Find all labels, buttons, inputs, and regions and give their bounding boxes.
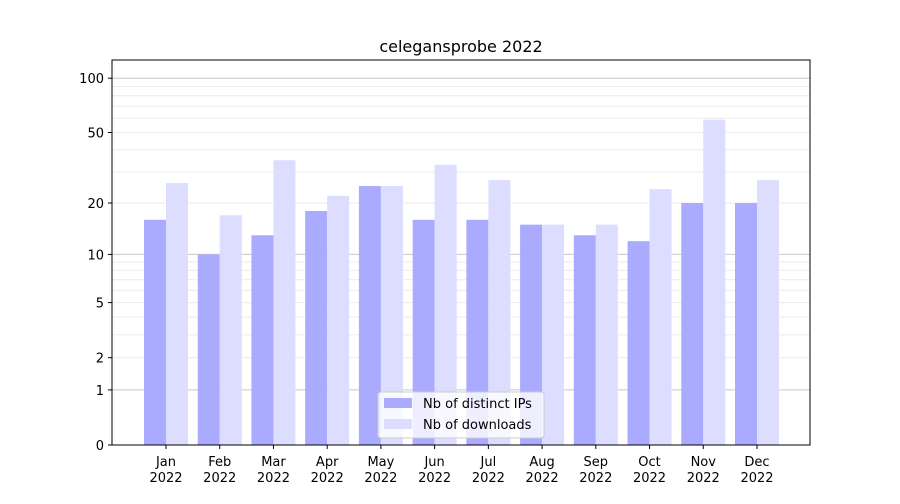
- bar-downloads: [380, 186, 403, 445]
- x-tick-label: Apr: [316, 455, 339, 470]
- bar-distinct-ips: [197, 254, 220, 445]
- x-tick-label: 2022: [203, 471, 236, 486]
- legend-label: Nb of distinct IPs: [423, 397, 532, 412]
- y-tick-label: 1: [96, 384, 104, 399]
- x-tick-label: 2022: [418, 471, 451, 486]
- legend-swatch: [384, 398, 412, 408]
- x-tick-label: 2022: [364, 471, 397, 486]
- bar-distinct-ips: [681, 203, 704, 445]
- x-tick-label: May: [367, 455, 394, 470]
- y-tick-label: 50: [87, 127, 104, 142]
- bar-distinct-ips: [412, 219, 435, 445]
- legend: Nb of distinct IPs Nb of downloads: [377, 391, 545, 439]
- x-tick-label: 2022: [633, 471, 666, 486]
- bar-distinct-ips: [573, 235, 596, 445]
- bar-downloads: [757, 180, 779, 445]
- bar-distinct-ips: [251, 235, 274, 445]
- bar-downloads: [542, 224, 565, 445]
- x-tick-label: Oct: [638, 455, 660, 470]
- x-tick-label: 2022: [472, 471, 505, 486]
- y-tick-label: 10: [87, 248, 104, 263]
- x-tick-label: Aug: [529, 455, 554, 470]
- x-tick-label: Jun: [423, 455, 444, 470]
- x-tick-label: 2022: [526, 471, 559, 486]
- x-tick-label: 2022: [687, 471, 720, 486]
- x-tick-label: Mar: [261, 455, 286, 470]
- bar-distinct-ips: [520, 224, 543, 445]
- x-tick-label: Sep: [584, 455, 609, 470]
- x-tick-label: Dec: [744, 455, 769, 470]
- bar-downloads: [166, 183, 188, 445]
- bar-distinct-ips: [358, 186, 381, 445]
- x-tick-label: Nov: [691, 455, 717, 470]
- x-tick-label: 2022: [579, 471, 612, 486]
- y-tick-label: 5: [96, 297, 104, 312]
- x-tick-label: 2022: [149, 471, 182, 486]
- bar-downloads: [434, 164, 457, 445]
- x-tick-label: 2022: [311, 471, 344, 486]
- bar-downloads: [703, 119, 726, 446]
- bar-downloads: [273, 160, 296, 446]
- legend-label: Nb of downloads: [423, 418, 532, 433]
- x-tick-label: Jul: [480, 455, 497, 470]
- x-tick-label: 2022: [740, 471, 773, 486]
- legend-box: [377, 391, 545, 439]
- bar-distinct-ips: [627, 241, 650, 445]
- bar-downloads: [488, 180, 511, 445]
- bar-distinct-ips: [735, 203, 757, 445]
- x-tick-label: 2022: [257, 471, 290, 486]
- bar-downloads: [327, 195, 350, 445]
- y-tick-label: 100: [79, 72, 104, 87]
- bar-downloads: [649, 189, 672, 445]
- bar-downloads: [219, 215, 242, 445]
- y-tick-label: 0: [96, 439, 104, 454]
- plot-frame: [111, 59, 811, 446]
- y-tick-label: 2: [96, 352, 104, 367]
- legend-swatch: [384, 419, 412, 429]
- chart-title: celegansprobe 2022: [379, 37, 542, 56]
- x-tick-label: Feb: [208, 455, 231, 470]
- bar-downloads: [595, 224, 618, 445]
- bar-distinct-ips: [305, 210, 328, 445]
- bar-distinct-ips: [466, 219, 489, 445]
- x-tick-label: Jan: [155, 455, 176, 470]
- y-tick-label: 20: [87, 197, 104, 212]
- bar-distinct-ips: [144, 219, 166, 445]
